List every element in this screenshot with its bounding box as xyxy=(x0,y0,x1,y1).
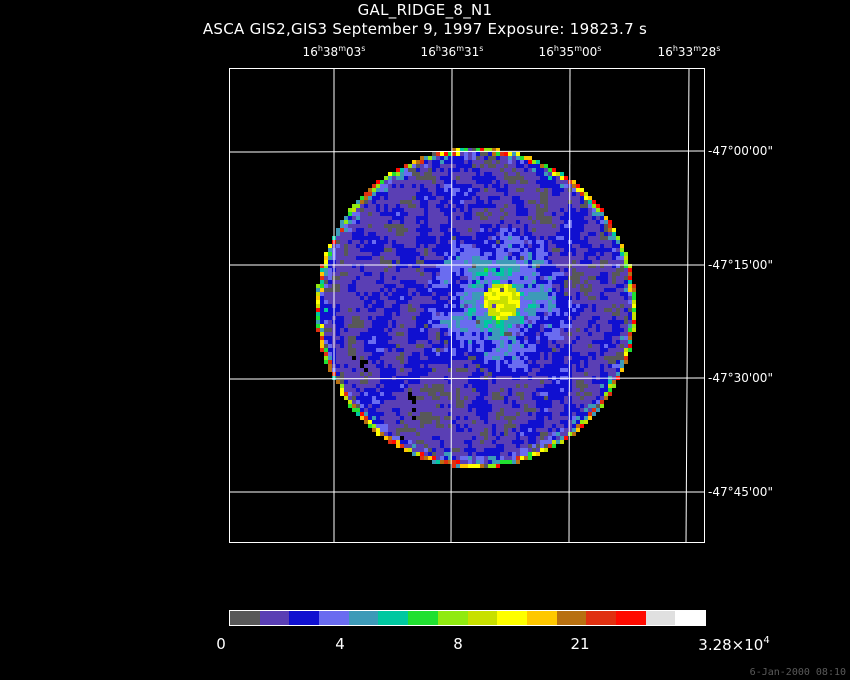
colorbar-tick-label: 4 xyxy=(335,635,345,653)
sky-image-panel[interactable] xyxy=(229,68,705,543)
dec-tick-label: -47°30'00" xyxy=(708,371,773,385)
colorbar-segment xyxy=(319,611,349,625)
count-map-pixels xyxy=(316,148,636,468)
colorbar-segment xyxy=(615,611,646,625)
colorbar-tick-label: 21 xyxy=(570,635,590,653)
colorbar xyxy=(229,610,706,626)
image-title: GAL_RIDGE_8_N1 xyxy=(357,1,493,19)
colorbar-segment xyxy=(378,611,409,625)
colorbar-segment xyxy=(467,611,498,625)
colorbar-tick-label: 0 xyxy=(216,635,226,653)
dec-tick-label: -47°15'00" xyxy=(708,258,773,272)
colorbar-segment xyxy=(437,611,468,625)
colorbar-segment xyxy=(230,611,260,625)
colorbar-segment xyxy=(497,611,527,625)
coordinate-grid xyxy=(230,69,704,542)
ra-tick-label: 16h35m00s xyxy=(538,44,602,59)
image-subtitle: ASCA GIS2,GIS3 September 9, 1997 Exposur… xyxy=(202,20,648,38)
xray-count-map xyxy=(230,69,704,542)
dec-tick-label: -47°45'00" xyxy=(708,485,773,499)
ra-tick-label: 16h33m28s xyxy=(657,44,721,59)
colorbar-segment xyxy=(408,611,438,625)
ra-tick-label: 16h36m31s xyxy=(420,44,484,59)
colorbar-tick-label: 3.28×104 xyxy=(698,635,770,654)
colorbar-segment xyxy=(586,611,616,625)
colorbar-segment xyxy=(526,611,557,625)
colorbar-segment xyxy=(289,611,320,625)
colorbar-segment xyxy=(259,611,290,625)
ra-tick-label: 16h38m03s xyxy=(302,44,366,59)
timestamp-stamp: 6-Jan-2000 08:10 xyxy=(749,667,846,678)
colorbar-tick-label: 8 xyxy=(453,635,463,653)
colorbar-segment xyxy=(348,611,379,625)
colorbar-segment xyxy=(556,611,587,625)
dec-tick-label: -47°00'00" xyxy=(708,144,773,158)
colorbar-segment xyxy=(675,611,705,625)
colorbar-segment xyxy=(645,611,676,625)
